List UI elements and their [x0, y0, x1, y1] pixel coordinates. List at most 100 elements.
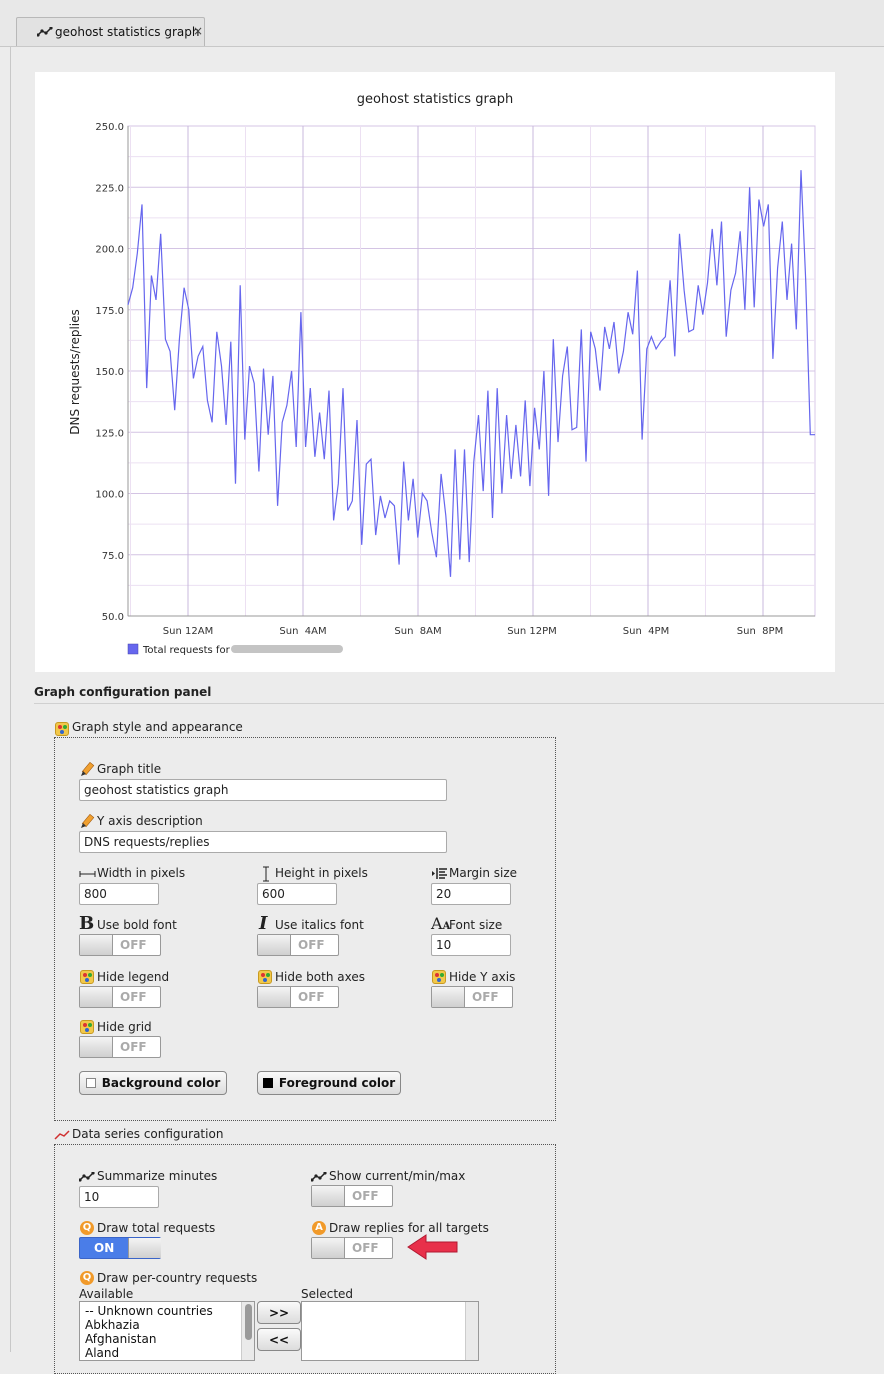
- black-swatch-icon: [262, 1078, 273, 1088]
- palette-icon: [258, 970, 272, 984]
- x-tick-label: Sun 4AM: [279, 626, 326, 637]
- margin-icon: [432, 868, 447, 879]
- width-input[interactable]: [79, 883, 159, 905]
- palette-icon: [80, 1020, 94, 1034]
- per-country-label: Draw per-country requests: [97, 1271, 258, 1285]
- bold-toggle[interactable]: OFF: [79, 934, 161, 956]
- height-icon: [263, 866, 269, 882]
- show-cmm-toggle[interactable]: OFF: [311, 1185, 393, 1207]
- add-country-button[interactable]: >>: [257, 1301, 301, 1324]
- palette-icon: [432, 970, 446, 984]
- y-axis-label: Y axis description: [97, 814, 203, 828]
- button-label: Background color: [101, 1076, 221, 1090]
- series-group-legend: Data series configuration: [72, 1127, 226, 1141]
- available-countries-list[interactable]: -- Unknown countries Abkhazia Afghanista…: [79, 1301, 255, 1361]
- legend-swatch: [127, 643, 139, 655]
- chart-series: [127, 170, 815, 577]
- hide-legend-toggle[interactable]: OFF: [79, 986, 161, 1008]
- draw-replies-toggle[interactable]: OFF: [311, 1237, 393, 1259]
- background-color-button[interactable]: Background color: [79, 1071, 227, 1095]
- y-tick-label: 250.0: [95, 122, 124, 133]
- y-tick-label: 200.0: [95, 245, 124, 256]
- q-badge-icon: Q: [80, 1221, 94, 1235]
- chart-canvas: geohost statistics graph DNS requests/re…: [68, 92, 816, 656]
- tab-geohost-graph[interactable]: geohost statistics graph ×: [16, 17, 205, 46]
- scrollbar[interactable]: [465, 1302, 478, 1360]
- chart-y-label: DNS requests/replies: [68, 309, 82, 435]
- hide-axes-toggle[interactable]: OFF: [257, 986, 339, 1008]
- pencil-icon: [81, 762, 95, 776]
- show-cmm-label: Show current/min/max: [329, 1169, 466, 1183]
- q-badge-icon: Q: [80, 1271, 94, 1285]
- line-chart-icon: [54, 1130, 70, 1140]
- hide-y-axis-label: Hide Y axis: [449, 970, 516, 984]
- style-group: [54, 737, 556, 1121]
- y-tick-label: 75.0: [102, 551, 124, 562]
- hide-y-axis-toggle[interactable]: OFF: [431, 986, 513, 1008]
- y-tick-label: 125.0: [95, 428, 124, 439]
- style-group-legend: Graph style and appearance: [72, 720, 245, 734]
- button-label: Foreground color: [278, 1076, 396, 1090]
- y-tick-label: 225.0: [95, 183, 124, 194]
- height-label: Height in pixels: [275, 866, 368, 880]
- margin-input[interactable]: [431, 883, 511, 905]
- toggle-state: OFF: [120, 938, 147, 952]
- italics-toggle[interactable]: OFF: [257, 934, 339, 956]
- list-item[interactable]: Abkhazia: [85, 1318, 140, 1332]
- statistics-chart: geohost statistics graph DNS requests/re…: [35, 72, 835, 672]
- y-tick-label: 150.0: [95, 367, 124, 378]
- y-tick-label: 100.0: [95, 490, 124, 501]
- summarize-label: Summarize minutes: [97, 1169, 218, 1183]
- margin-label: Margin size: [449, 866, 518, 880]
- toggle-state: OFF: [120, 1040, 147, 1054]
- toggle-state: ON: [94, 1241, 115, 1255]
- list-item[interactable]: Afghanistan: [85, 1332, 157, 1346]
- width-icon: [79, 871, 96, 877]
- graph-icon: [311, 1172, 327, 1182]
- graph-title-label: Graph title: [97, 762, 162, 776]
- hide-grid-toggle[interactable]: OFF: [79, 1036, 161, 1058]
- palette-icon: [55, 722, 69, 736]
- toggle-state: OFF: [120, 990, 147, 1004]
- toggle-state: OFF: [472, 990, 499, 1004]
- font-size-icon: AA: [431, 914, 451, 933]
- bold-label: Use bold font: [97, 918, 177, 932]
- selected-label: Selected: [301, 1287, 354, 1301]
- x-tick-label: Sun 8PM: [737, 626, 783, 637]
- font-size-label: Font size: [449, 918, 503, 932]
- divider: [10, 46, 11, 1352]
- y-tick-label: 50.0: [102, 612, 124, 623]
- y-tick-label: 175.0: [95, 306, 124, 317]
- x-tick-label: Sun 12PM: [507, 626, 557, 637]
- toggle-state: OFF: [298, 938, 325, 952]
- y-axis-input[interactable]: [79, 831, 447, 853]
- legend-label: Total requests for: [142, 645, 231, 656]
- font-size-input[interactable]: [431, 934, 511, 956]
- toggle-state: OFF: [352, 1189, 379, 1203]
- graph-icon: [37, 27, 53, 37]
- palette-icon: [80, 970, 94, 984]
- italic-icon: I: [259, 913, 268, 934]
- italics-label: Use italics font: [275, 918, 364, 932]
- white-swatch-icon: [85, 1078, 96, 1088]
- summarize-input[interactable]: [79, 1186, 159, 1208]
- remove-country-button[interactable]: <<: [257, 1328, 301, 1351]
- hide-axes-label: Hide both axes: [275, 970, 365, 984]
- scrollbar[interactable]: [241, 1302, 254, 1360]
- chart-title: geohost statistics graph: [357, 92, 514, 107]
- redacted-hostname: [231, 645, 343, 653]
- foreground-color-button[interactable]: Foreground color: [257, 1071, 401, 1095]
- draw-total-toggle[interactable]: ON: [79, 1237, 161, 1259]
- a-badge-icon: A: [312, 1221, 326, 1235]
- height-input[interactable]: [257, 883, 337, 905]
- selected-countries-list[interactable]: [301, 1301, 479, 1361]
- list-item[interactable]: Aland: [85, 1346, 120, 1360]
- toggle-state: OFF: [352, 1241, 379, 1255]
- draw-replies-label: Draw replies for all targets: [329, 1221, 489, 1235]
- list-item[interactable]: -- Unknown countries: [85, 1304, 213, 1318]
- chart-axes: 250.0 225.0 200.0 175.0 150.0 125.0 100.0 75.0 5…: [95, 122, 815, 637]
- pencil-icon: [81, 814, 95, 828]
- close-icon[interactable]: ×: [193, 24, 204, 38]
- graph-title-input[interactable]: [79, 779, 447, 801]
- hide-grid-label: Hide grid: [97, 1020, 152, 1034]
